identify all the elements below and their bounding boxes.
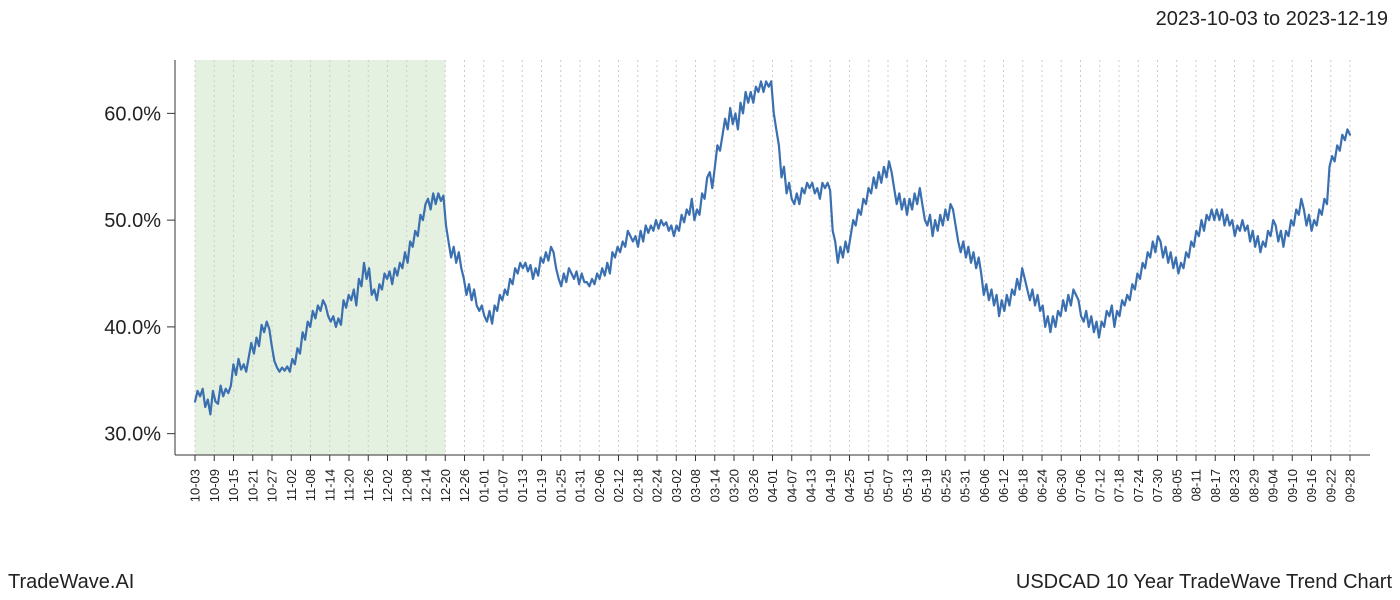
x-tick-label: 04-01	[765, 469, 780, 502]
x-tick-label: 05-19	[919, 469, 934, 502]
x-tick-label: 05-25	[938, 469, 953, 502]
x-tick-label: 05-13	[900, 469, 915, 502]
y-tick-label: 50.0%	[104, 210, 161, 232]
x-tick-label: 05-01	[861, 469, 876, 502]
x-tick-label: 09-04	[1266, 469, 1281, 502]
chart-area: 30.0% 40.0% 50.0% 60.0% 10-03 10-09 10-15 10-21…	[0, 40, 1400, 540]
x-tick-label: 09-22	[1323, 469, 1338, 502]
x-tick-label: 11-08	[303, 469, 318, 501]
x-tick-label: 10-09	[207, 469, 222, 502]
y-tick-label: 60.0%	[104, 103, 161, 125]
chart-title: USDCAD 10 Year TradeWave Trend Chart	[1016, 571, 1392, 594]
x-tick-label: 12-08	[399, 469, 414, 502]
x-tick-label: 05-31	[958, 469, 973, 502]
x-tick-label: 03-02	[669, 469, 684, 502]
x-tick-label: 07-12	[1092, 469, 1107, 502]
x-tick-label: 10-03	[188, 469, 203, 502]
x-tick-label: 10-15	[226, 469, 241, 502]
y-tick-label: 40.0%	[104, 317, 161, 339]
x-tick-label: 01-13	[515, 469, 530, 502]
x-tick-label: 06-12	[996, 469, 1011, 502]
x-tick-label: 03-20	[727, 469, 742, 502]
x-tick-label: 06-06	[977, 469, 992, 502]
x-tick-label: 12-02	[380, 469, 395, 502]
x-tick-label: 05-07	[881, 469, 896, 502]
x-tick-label: 01-19	[534, 469, 549, 502]
brand-label: TradeWave.AI	[8, 571, 134, 594]
x-tick-label: 07-30	[1150, 469, 1165, 502]
x-tick-label: 07-06	[1073, 469, 1088, 502]
x-tick-label: 07-18	[1112, 469, 1127, 502]
x-tick-label: 02-12	[611, 469, 626, 502]
x-tick-label: 11-20	[342, 469, 357, 501]
x-tick-label: 02-24	[650, 469, 665, 502]
x-tick-label: 08-05	[1169, 469, 1184, 502]
x-tick-label: 06-30	[1054, 469, 1069, 502]
x-tick-label: 11-14	[322, 469, 337, 501]
x-tick-label: 03-08	[688, 469, 703, 502]
x-tick-label: 08-17	[1208, 469, 1223, 502]
x-tick-label: 04-07	[784, 469, 799, 502]
x-tick-label: 12-20	[438, 469, 453, 502]
x-tick-label: 01-25	[553, 469, 568, 502]
x-tick-label: 01-31	[573, 469, 588, 502]
x-tick-label: 08-23	[1227, 469, 1242, 502]
x-tick-label: 11-02	[284, 469, 299, 501]
chart-svg: 30.0% 40.0% 50.0% 60.0% 10-03 10-09 10-15 10-21…	[0, 40, 1400, 540]
x-tick-label: 02-18	[630, 469, 645, 502]
x-tick-label: 11-26	[361, 469, 376, 501]
y-tick-label: 30.0%	[104, 424, 161, 446]
x-tick-label: 06-18	[1015, 469, 1030, 502]
x-tick-label: 12-26	[457, 469, 472, 502]
x-tick-label: 09-28	[1343, 469, 1358, 502]
x-tick-label: 10-27	[265, 469, 280, 502]
date-range: 2023-10-03 to 2023-12-19	[1156, 8, 1388, 31]
x-tick-label: 08-11	[1189, 469, 1204, 501]
x-tick-label: 02-06	[592, 469, 607, 502]
x-tick-label: 08-29	[1246, 469, 1261, 502]
x-tick-label: 04-19	[823, 469, 838, 502]
x-tick-label: 09-16	[1304, 469, 1319, 502]
x-tick-label: 12-14	[419, 469, 434, 502]
x-tick-label: 09-10	[1285, 469, 1300, 502]
x-tick-label: 04-13	[804, 469, 819, 502]
x-tick-label: 01-07	[496, 469, 511, 502]
x-tick-label: 10-21	[245, 469, 260, 502]
x-tick-label: 07-24	[1131, 469, 1146, 502]
x-tick-label: 06-24	[1035, 469, 1050, 502]
x-tick-label: 03-14	[707, 469, 722, 502]
x-tick-label: 04-25	[842, 469, 857, 502]
x-tick-label: 01-01	[476, 469, 491, 502]
x-tick-label: 03-26	[746, 469, 761, 502]
